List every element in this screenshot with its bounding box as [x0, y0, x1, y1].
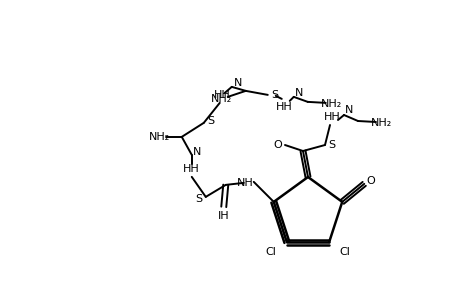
- Text: NH₂: NH₂: [320, 99, 341, 109]
- Text: O: O: [366, 176, 375, 186]
- Text: HH: HH: [213, 90, 230, 100]
- Text: NH₂: NH₂: [370, 118, 392, 128]
- Text: NH₂: NH₂: [149, 132, 170, 142]
- Text: S: S: [207, 116, 214, 126]
- Text: HH: HH: [275, 102, 291, 112]
- Text: NH: NH: [236, 178, 252, 188]
- Text: NH₂: NH₂: [211, 94, 232, 104]
- Text: HH: HH: [323, 112, 340, 122]
- Text: S: S: [271, 90, 278, 100]
- Text: N: N: [192, 147, 201, 157]
- Text: Cl: Cl: [339, 247, 350, 257]
- Text: O: O: [273, 140, 282, 150]
- Text: N: N: [344, 105, 353, 115]
- Text: N: N: [233, 78, 241, 88]
- Text: HH: HH: [182, 164, 199, 174]
- Text: S: S: [195, 194, 202, 204]
- Text: Cl: Cl: [265, 247, 276, 257]
- Text: N: N: [294, 88, 302, 98]
- Text: S: S: [328, 140, 335, 150]
- Text: IH: IH: [218, 211, 229, 221]
